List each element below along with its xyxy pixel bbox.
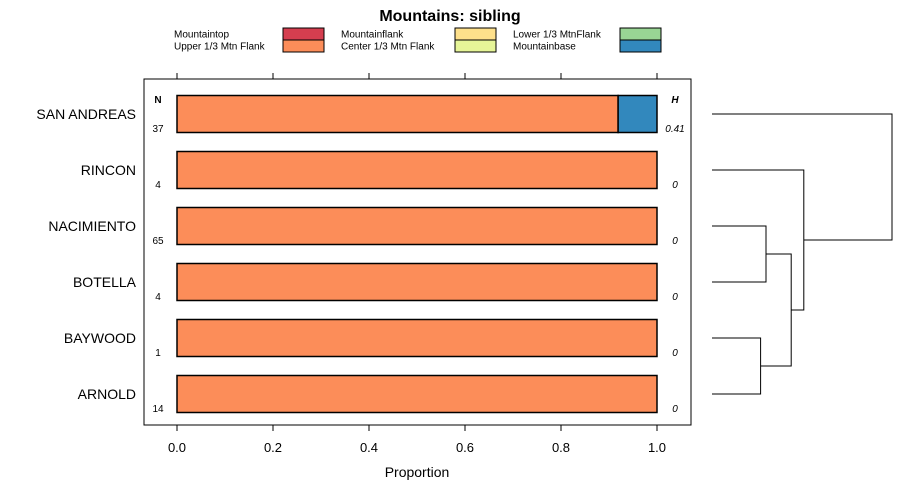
x-tick-label: 0.6: [456, 440, 474, 455]
dendrogram: [712, 113, 893, 395]
legend-swatch-mountaintop: [282, 27, 325, 41]
legend-label-mountaintop: Mountaintop: [174, 30, 229, 41]
legend-swatch-center-1-3-mtn-flank: [454, 39, 497, 53]
plot-frame: [143, 78, 692, 426]
x-tick-label: 0.4: [360, 440, 378, 455]
h-value-arnold: 0: [672, 404, 678, 415]
h-value-san-andreas: 0.41: [665, 124, 684, 135]
legend-label-mountainbase: Mountainbase: [513, 42, 576, 53]
legend-swatch-mountainbase: [619, 39, 662, 53]
dendrogram-link-5: [712, 113, 893, 241]
n-value-rincon: 4: [155, 180, 161, 191]
legend-label-lower-1-3-mtnflank: Lower 1/3 MtnFlank: [513, 30, 602, 41]
x-tick-label: 1.0: [648, 440, 666, 455]
legend-label-mountainflank: Mountainflank: [341, 30, 404, 41]
legend-swatch-lower-1-3-mtnflank: [619, 27, 662, 41]
bar-arnold-upper-1-3-mtn-flank: [176, 374, 658, 414]
n-value-arnold: 14: [152, 404, 164, 415]
n-value-botella: 4: [155, 292, 161, 303]
h-header: H: [671, 95, 679, 106]
row-labels-group: SAN ANDREAS 37 0.41 RINCON 4 0 NACIMIENTO 65 0 BO…: [36, 95, 684, 415]
h-value-nacimiento: 0: [672, 236, 678, 247]
x-axis-label: Proportion: [385, 464, 450, 480]
legend-swatch-upper-1-3-mtn-flank: [282, 39, 325, 53]
chart-title: Mountains: sibling: [379, 8, 520, 25]
h-value-rincon: 0: [672, 180, 678, 191]
x-tick-label: 0.2: [264, 440, 282, 455]
row-label-arnold: ARNOLD: [78, 386, 136, 402]
row-label-botella: BOTELLA: [73, 274, 137, 290]
dendrogram-link-3: [760, 253, 792, 367]
dendrogram-link-1: [712, 225, 767, 283]
row-label-nacimiento: NACIMIENTO: [48, 218, 136, 234]
h-value-botella: 0: [672, 292, 678, 303]
h-value-baywood: 0: [672, 348, 678, 359]
n-value-baywood: 1: [155, 348, 161, 359]
bar-san-andreas-upper-1-3-mtn-flank: [176, 94, 619, 134]
dendrogram-link-2: [712, 337, 762, 395]
x-tick-label: 0.8: [552, 440, 570, 455]
n-value-nacimiento: 65: [152, 236, 164, 247]
dendrogram-link-4: [712, 169, 805, 311]
bar-san-andreas-mountainbase: [617, 94, 658, 134]
bar-rincon-upper-1-3-mtn-flank: [176, 150, 658, 190]
row-label-san-andreas: SAN ANDREAS: [36, 106, 136, 122]
x-axis: 0.0 0.2 0.4 0.6 0.8 1.0: [168, 73, 666, 455]
bar-botella-upper-1-3-mtn-flank: [176, 262, 658, 302]
row-label-baywood: BAYWOOD: [64, 330, 136, 346]
legend-label-upper-1-3-mtn-flank: Upper 1/3 Mtn Flank: [174, 42, 266, 53]
legend-swatch-mountainflank: [454, 27, 497, 41]
bar-nacimiento-upper-1-3-mtn-flank: [176, 206, 658, 246]
n-header: N: [154, 95, 161, 106]
row-label-rincon: RINCON: [81, 162, 136, 178]
bar-baywood-upper-1-3-mtn-flank: [176, 318, 658, 358]
n-value-san-andreas: 37: [152, 124, 164, 135]
x-tick-label: 0.0: [168, 440, 186, 455]
bars-group: [176, 94, 658, 414]
legend-label-center-1-3-mtn-flank: Center 1/3 Mtn Flank: [341, 42, 435, 53]
